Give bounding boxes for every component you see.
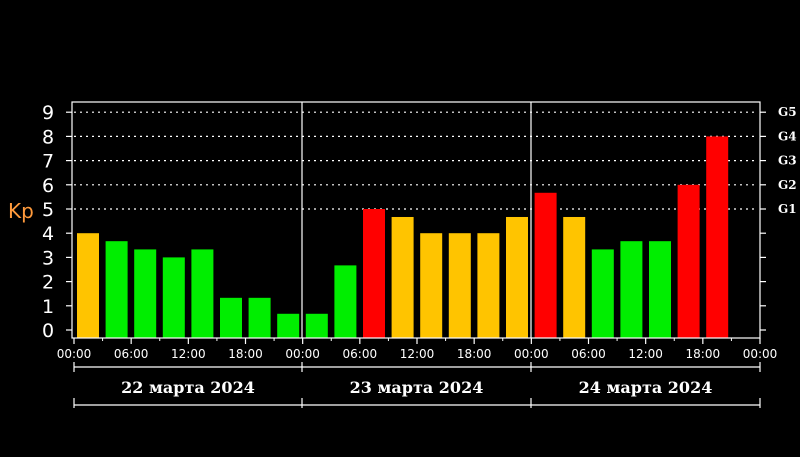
y-tick-label: 5 xyxy=(42,199,54,221)
bar xyxy=(420,233,443,338)
plot-frame xyxy=(71,101,761,339)
day-label: 22 марта 2024 xyxy=(121,378,255,397)
bar xyxy=(391,216,414,338)
y-tick-label: 7 xyxy=(42,151,54,173)
y-tick-label: 9 xyxy=(42,102,54,124)
bar xyxy=(220,297,242,338)
bar xyxy=(363,209,385,338)
x-tick-label: 06:00 xyxy=(114,347,149,361)
y-tick-label: 6 xyxy=(42,175,54,197)
y-tick-label: 8 xyxy=(42,126,54,148)
x-tick-label: 18:00 xyxy=(228,347,263,361)
storm-level-g3: G3 xyxy=(778,154,797,168)
bar xyxy=(134,249,157,338)
bar xyxy=(305,313,328,338)
x-tick-label: 12:00 xyxy=(171,347,206,361)
bar xyxy=(162,257,185,338)
bar xyxy=(591,249,614,338)
bar xyxy=(277,313,300,338)
day-label: 23 марта 2024 xyxy=(350,378,484,397)
bar xyxy=(477,233,500,338)
y-tick-label: 1 xyxy=(42,296,54,318)
storm-level-g2: G2 xyxy=(778,178,797,192)
x-tick-label: 18:00 xyxy=(457,347,492,361)
y-tick-label: 2 xyxy=(42,272,54,294)
bar xyxy=(77,233,99,338)
x-tick-label: 00:00 xyxy=(285,347,320,361)
bar xyxy=(334,265,357,338)
bar xyxy=(620,241,643,338)
x-tick-label: 12:00 xyxy=(628,347,663,361)
bar xyxy=(448,233,471,338)
x-tick-label: 00:00 xyxy=(57,347,92,361)
bar xyxy=(706,136,729,338)
bar xyxy=(534,192,557,338)
bar xyxy=(563,216,586,338)
x-tick-label: 06:00 xyxy=(571,347,606,361)
day-label: 24 марта 2024 xyxy=(579,378,713,397)
x-tick-label: 00:00 xyxy=(743,347,778,361)
x-tick-label: 00:00 xyxy=(514,347,549,361)
x-tick-label: 18:00 xyxy=(686,347,721,361)
storm-level-g1: G1 xyxy=(778,202,797,216)
bar xyxy=(677,184,700,338)
bar xyxy=(649,241,671,338)
storm-level-g4: G4 xyxy=(778,129,797,143)
y-tick-label: 4 xyxy=(42,223,54,245)
x-tick-label: 12:00 xyxy=(400,347,435,361)
y-tick-label: 0 xyxy=(42,320,54,342)
storm-level-g5: G5 xyxy=(778,105,797,119)
bar xyxy=(191,249,214,338)
bar xyxy=(248,297,271,338)
bar xyxy=(506,216,528,338)
y-tick-label: 3 xyxy=(42,247,54,269)
y-axis-label: Kp xyxy=(8,199,34,223)
bar xyxy=(105,241,128,338)
x-tick-label: 06:00 xyxy=(343,347,378,361)
